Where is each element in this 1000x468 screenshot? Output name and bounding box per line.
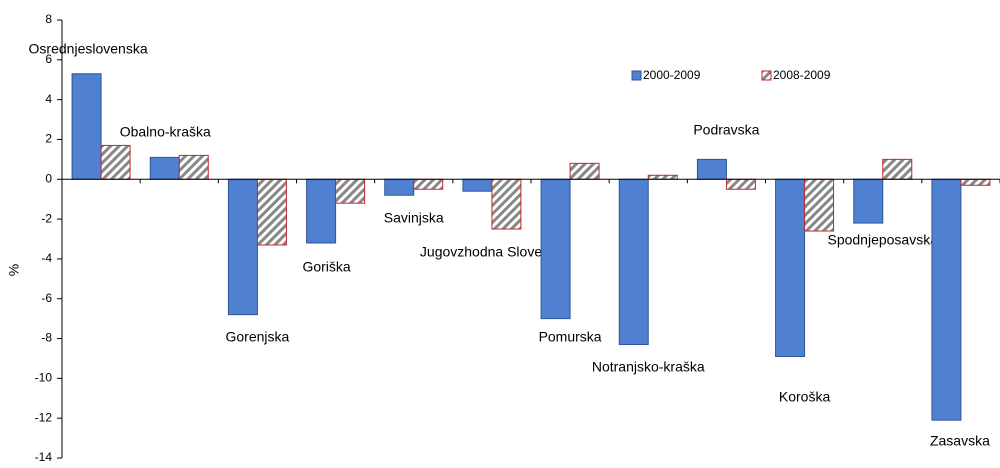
y-tick-label: -10 — [35, 371, 53, 385]
bar — [413, 178, 444, 190]
y-tick-label: 6 — [45, 52, 52, 66]
bar — [227, 178, 258, 316]
category-label: Notranjsko-kraška — [592, 359, 705, 375]
category-label: Savinjska — [384, 210, 444, 226]
bar — [804, 178, 835, 232]
bar — [853, 178, 884, 224]
category-label: Zasavska — [930, 433, 990, 449]
category-label: Pomurska — [539, 329, 602, 345]
bar — [491, 178, 522, 230]
bar — [100, 144, 131, 180]
bar — [696, 158, 727, 180]
y-tick-label: 8 — [45, 12, 52, 26]
bar — [647, 174, 678, 180]
y-tick-label: -8 — [41, 331, 52, 345]
y-tick-label: 0 — [45, 171, 52, 185]
legend-swatch — [761, 70, 772, 81]
bar — [335, 178, 366, 204]
category-label: Obalno-kraška — [120, 124, 211, 140]
bar — [71, 73, 102, 180]
bar — [384, 178, 415, 196]
bar — [540, 178, 571, 320]
bar — [178, 154, 209, 180]
bar — [960, 178, 991, 186]
y-tick-label: -14 — [35, 450, 53, 463]
category-label: Koroška — [779, 389, 831, 405]
legend-label: 2008-2009 — [773, 68, 831, 82]
category-label: Goriška — [302, 259, 350, 275]
bar — [618, 178, 649, 346]
y-tick-label: -4 — [41, 251, 52, 265]
category-label: Gorenjska — [226, 329, 290, 345]
legend-swatch — [631, 70, 642, 81]
bar — [149, 156, 180, 180]
y-tick-label: -2 — [41, 211, 52, 225]
y-tick-label: -12 — [35, 410, 53, 424]
y-axis-label: % — [6, 264, 22, 276]
y-tick-label: -6 — [41, 291, 52, 305]
category-label: Jugovzhodna Slovenija — [420, 244, 564, 260]
y-tick-label: 2 — [45, 132, 52, 146]
bar — [569, 162, 600, 180]
bar — [462, 178, 493, 192]
bar — [882, 158, 913, 180]
legend-label: 2000-2009 — [643, 68, 701, 82]
bar — [775, 178, 806, 357]
bar — [256, 178, 287, 246]
category-label: Osrednjeslovenska — [29, 41, 148, 57]
bar — [725, 178, 756, 190]
bar — [306, 178, 337, 244]
bar — [931, 178, 962, 421]
y-tick-label: 4 — [45, 92, 52, 106]
category-label: Spodnjeposavska — [827, 232, 938, 248]
category-label: Podravska — [693, 122, 759, 138]
